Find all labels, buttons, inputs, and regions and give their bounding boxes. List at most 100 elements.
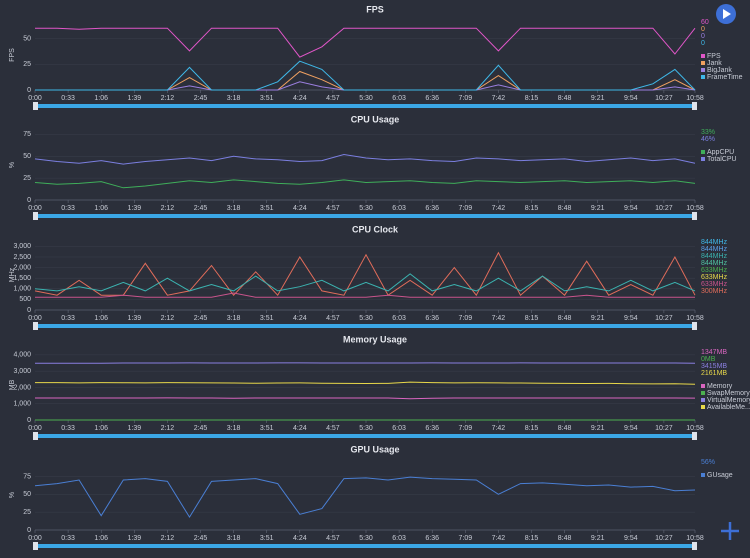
y-tick-label: 25 (23, 61, 31, 68)
x-tick-label: 2:12 (161, 205, 175, 212)
legend-label: Memory (707, 383, 733, 390)
x-tick-label: 2:12 (161, 315, 175, 322)
legend-swatch (701, 150, 705, 154)
readout: 633MHz (701, 267, 728, 274)
x-tick-label: 7:09 (458, 315, 472, 322)
x-tick-label: 6:36 (425, 535, 439, 542)
x-tick-label: 0:00 (28, 315, 42, 322)
series-line (35, 292, 695, 298)
x-tick-label: 3:51 (260, 95, 274, 102)
x-tick-label: 0:33 (61, 535, 75, 542)
x-tick-label: 3:18 (227, 535, 241, 542)
slider-handle (33, 542, 38, 550)
series-line (35, 381, 696, 385)
x-tick-label: 2:45 (194, 425, 208, 432)
readout: 844MHz (701, 253, 728, 260)
y-tick-label: 3,000 (13, 368, 31, 375)
x-tick-label: 1:06 (94, 315, 108, 322)
x-tick-label: 6:03 (392, 95, 406, 102)
latest-value: 60 (701, 19, 709, 26)
series-line (34, 153, 696, 165)
x-tick-label: 9:21 (591, 425, 605, 432)
series-line (35, 60, 696, 91)
x-tick-label: 10:58 (686, 535, 704, 542)
x-tick-label: 0:00 (28, 425, 42, 432)
x-tick-label: 3:51 (260, 205, 274, 212)
latest-value: 46% (701, 136, 715, 143)
x-tick-label: 6:03 (392, 315, 406, 322)
x-tick-label: 7:09 (458, 95, 472, 102)
x-tick-label: 3:18 (227, 315, 241, 322)
y-tick-label: 0 (27, 307, 31, 314)
legend-swatch (701, 54, 705, 58)
y-axis-title: FPS (9, 48, 16, 62)
y-axis-title: % (9, 162, 16, 168)
y-tick-label: 3,000 (13, 243, 31, 250)
x-tick-label: 7:42 (492, 425, 506, 432)
x-tick-label: 4:57 (326, 315, 340, 322)
x-tick-label: 4:57 (326, 425, 340, 432)
legend-label: FrameTime (707, 74, 743, 81)
x-tick-label: 7:42 (492, 535, 506, 542)
x-tick-label: 10:58 (686, 425, 704, 432)
y-tick-label: 50 (23, 491, 31, 498)
legend-label: BigJank (707, 67, 732, 74)
x-tick-label: 4:24 (293, 95, 307, 102)
x-tick-label: 2:12 (161, 95, 175, 102)
x-tick-label: 3:18 (227, 95, 241, 102)
slider-handle (692, 322, 697, 330)
x-tick-label: 8:15 (525, 535, 539, 542)
readout: 633MHz (701, 274, 728, 281)
x-tick-label: 7:42 (492, 95, 506, 102)
series-line (35, 27, 696, 58)
legend-swatch (701, 68, 705, 72)
x-tick-label: 1:06 (94, 95, 108, 102)
legend-swatch (701, 384, 705, 388)
add-button[interactable] (721, 522, 739, 540)
y-tick-label: 0 (27, 527, 31, 534)
slider-handle (692, 542, 697, 550)
legend-swatch (701, 405, 705, 409)
latest-value: 1347MB (701, 349, 727, 356)
chart-title: CPU Usage (351, 114, 400, 124)
x-tick-label: 2:45 (194, 535, 208, 542)
x-tick-label: 1:39 (127, 315, 141, 322)
x-tick-label: 5:30 (359, 95, 373, 102)
x-tick-label: 8:15 (525, 205, 539, 212)
x-tick-label: 0:00 (28, 535, 42, 542)
y-tick-label: 25 (23, 509, 31, 516)
latest-value: 0MB (701, 356, 716, 363)
x-tick-label: 4:24 (293, 205, 307, 212)
y-tick-label: 2,000 (13, 264, 31, 271)
zoom-slider (35, 104, 695, 108)
x-tick-label: 9:21 (591, 95, 605, 102)
x-tick-label: 1:06 (94, 205, 108, 212)
x-tick-label: 4:57 (326, 95, 340, 102)
legend-label: AvailableMe... (707, 404, 750, 411)
y-tick-label: 1,500 (13, 275, 31, 282)
x-tick-label: 7:09 (458, 205, 472, 212)
readout: 844MHz (701, 239, 728, 246)
x-tick-label: 4:57 (326, 535, 340, 542)
legend-swatch (701, 398, 705, 402)
slider-handle (33, 322, 38, 330)
x-tick-label: 8:15 (525, 95, 539, 102)
y-tick-label: 1,000 (13, 401, 31, 408)
x-tick-label: 3:51 (260, 315, 274, 322)
y-tick-label: 2,000 (13, 384, 31, 391)
y-tick-label: 75 (23, 473, 31, 480)
zoom-slider (35, 214, 695, 218)
x-tick-label: 9:21 (591, 205, 605, 212)
x-tick-label: 8:48 (558, 315, 572, 322)
readout: 844MHz (701, 260, 728, 267)
x-tick-label: 8:48 (558, 205, 572, 212)
slider-handle (33, 102, 38, 110)
y-tick-label: 4,000 (13, 352, 31, 359)
series-line (35, 397, 696, 400)
x-tick-label: 1:39 (127, 95, 141, 102)
chart-title: FPS (366, 4, 384, 14)
x-tick-label: 2:45 (194, 315, 208, 322)
legend-swatch (701, 391, 705, 395)
legend-swatch (701, 473, 705, 477)
zoom-slider (35, 544, 695, 548)
